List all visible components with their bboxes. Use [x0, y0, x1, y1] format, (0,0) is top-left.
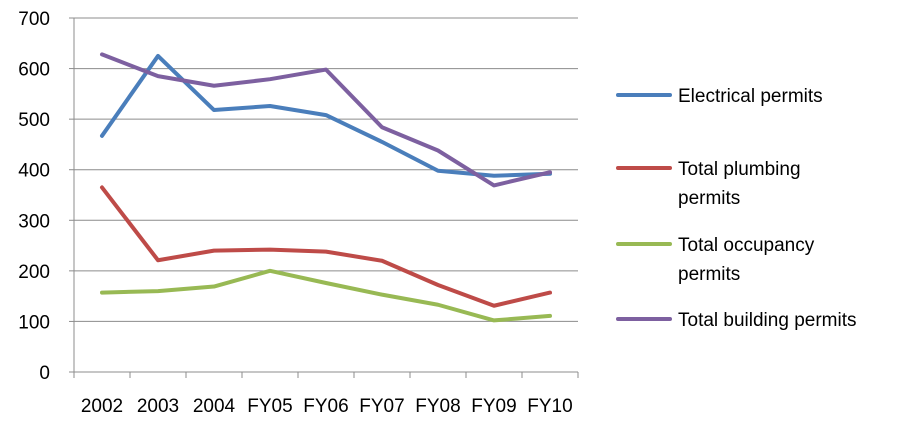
y-tick-label: 400: [18, 161, 50, 182]
legend-label-0: Electrical permits: [678, 86, 823, 107]
axes: [69, 17, 579, 378]
legend: Electrical permits Total plumbing permits T…: [616, 86, 856, 331]
series-line-1: [100, 185, 552, 308]
legend-label-3: Total building permits: [678, 310, 856, 331]
y-tick-label: 500: [18, 110, 50, 131]
x-tick-label: FY06: [303, 396, 348, 417]
y-tick-label: 0: [39, 363, 50, 384]
series-line-0: [100, 53, 552, 178]
y-tick-label: 700: [18, 9, 50, 30]
x-tick-labels: 2002 2003 2004 FY05 FY06 FY07 FY08 FY09 FY10: [81, 396, 573, 417]
gridlines: [74, 17, 578, 322]
legend-label-1: Total plumbing permits: [678, 159, 801, 209]
y-tick-label: 300: [18, 211, 50, 232]
x-tick-label: FY09: [471, 396, 516, 417]
y-tick-label: 100: [18, 312, 50, 333]
legend-label-2: Total occupancy permits: [678, 235, 815, 285]
x-tick-label: FY08: [415, 396, 460, 417]
x-tick-label: FY10: [527, 396, 572, 417]
y-tick-labels: 0 100 200 300 400 500 600 700: [18, 9, 50, 384]
series-lines: [100, 52, 552, 323]
y-tick-label: 600: [18, 60, 50, 81]
y-tick-label: 200: [18, 262, 50, 283]
series-line-3: [100, 52, 552, 188]
series-line-2: [100, 268, 552, 323]
x-tick-label: FY07: [359, 396, 404, 417]
x-tick-label: 2002: [81, 396, 123, 417]
x-tick-label: 2003: [137, 396, 179, 417]
x-tick-label: 2004: [193, 396, 236, 417]
x-tick-label: FY05: [247, 396, 292, 417]
